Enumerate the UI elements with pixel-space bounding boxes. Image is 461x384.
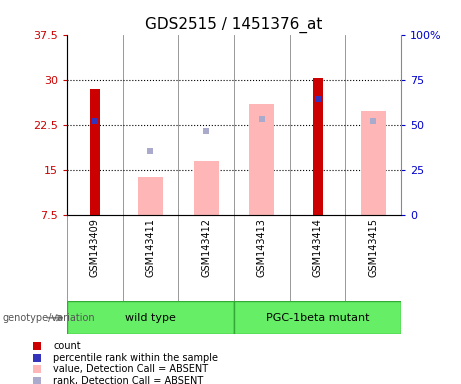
Text: count: count xyxy=(53,341,81,351)
Title: GDS2515 / 1451376_at: GDS2515 / 1451376_at xyxy=(145,17,323,33)
Text: GSM143415: GSM143415 xyxy=(368,218,378,278)
Text: GSM143413: GSM143413 xyxy=(257,218,267,277)
Bar xyxy=(138,177,163,215)
Text: wild type: wild type xyxy=(125,313,176,323)
Bar xyxy=(194,161,219,215)
Text: percentile rank within the sample: percentile rank within the sample xyxy=(53,353,218,363)
Text: GSM143409: GSM143409 xyxy=(90,218,100,277)
Text: rank, Detection Call = ABSENT: rank, Detection Call = ABSENT xyxy=(53,376,203,384)
Bar xyxy=(90,89,100,215)
Text: GSM143414: GSM143414 xyxy=(313,218,323,277)
Bar xyxy=(67,301,234,334)
Bar xyxy=(234,301,401,334)
Text: PGC-1beta mutant: PGC-1beta mutant xyxy=(266,313,369,323)
Text: GSM143411: GSM143411 xyxy=(145,218,155,277)
Text: genotype/variation: genotype/variation xyxy=(2,313,95,323)
Text: value, Detection Call = ABSENT: value, Detection Call = ABSENT xyxy=(53,364,208,374)
Text: GSM143412: GSM143412 xyxy=(201,218,211,278)
Bar xyxy=(361,111,386,215)
Bar xyxy=(249,104,274,215)
Bar xyxy=(313,78,323,215)
